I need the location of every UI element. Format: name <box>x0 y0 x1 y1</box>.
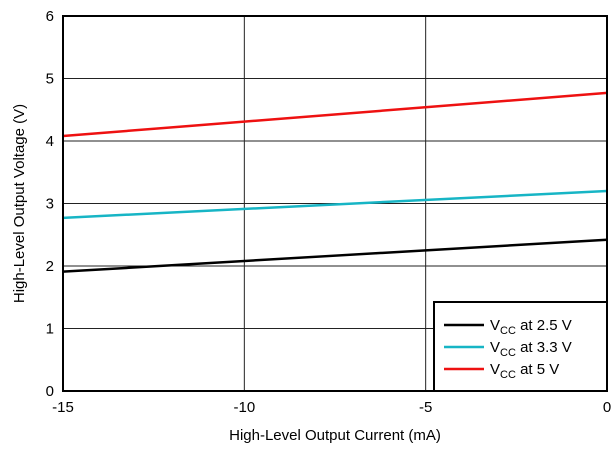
y-tick-label: 2 <box>46 258 54 275</box>
x-tick-label: 0 <box>603 399 611 416</box>
x-tick-label: -10 <box>233 399 255 416</box>
series-line <box>62 91 608 138</box>
legend-entry-label: VCC at 2.5 V <box>490 317 572 337</box>
series-line <box>62 238 608 273</box>
y-tick-label: 4 <box>46 133 54 150</box>
y-axis-title: High-Level Output Voltage (V) <box>11 104 28 303</box>
y-tick-label: 5 <box>46 71 54 88</box>
series-line <box>62 189 608 220</box>
legend-entry-label: VCC at 5 V <box>490 361 559 381</box>
y-tick-label: 0 <box>46 383 54 400</box>
y-tick-label: 6 <box>46 8 54 25</box>
plot-frame <box>62 15 608 392</box>
y-tick-label: 3 <box>46 196 54 213</box>
legend-entry-label: VCC at 3.3 V <box>490 339 572 359</box>
y-tick-label: 1 <box>46 321 54 338</box>
x-tick-label: -5 <box>419 399 432 416</box>
tick-labels: -15 -10 -5 0 0 1 2 3 4 5 6 <box>46 8 612 416</box>
series-lines <box>62 91 608 273</box>
x-tick-label: -15 <box>52 399 74 416</box>
x-axis-title: High-Level Output Current (mA) <box>229 427 441 444</box>
